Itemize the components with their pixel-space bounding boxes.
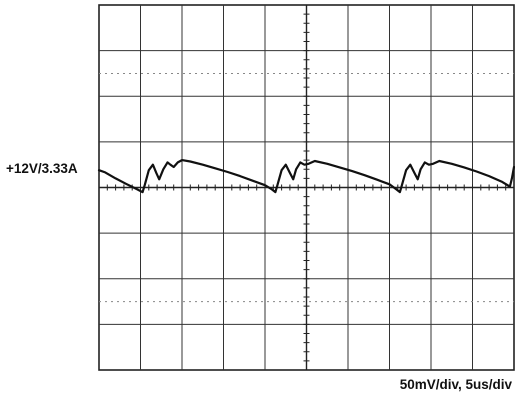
graticule bbox=[98, 4, 515, 371]
scale-label: 50mV/div, 5us/div bbox=[400, 377, 513, 392]
trace bbox=[97, 159, 515, 194]
waveform-trace bbox=[97, 159, 515, 194]
trace-label: +12V/3.33A bbox=[6, 161, 78, 176]
